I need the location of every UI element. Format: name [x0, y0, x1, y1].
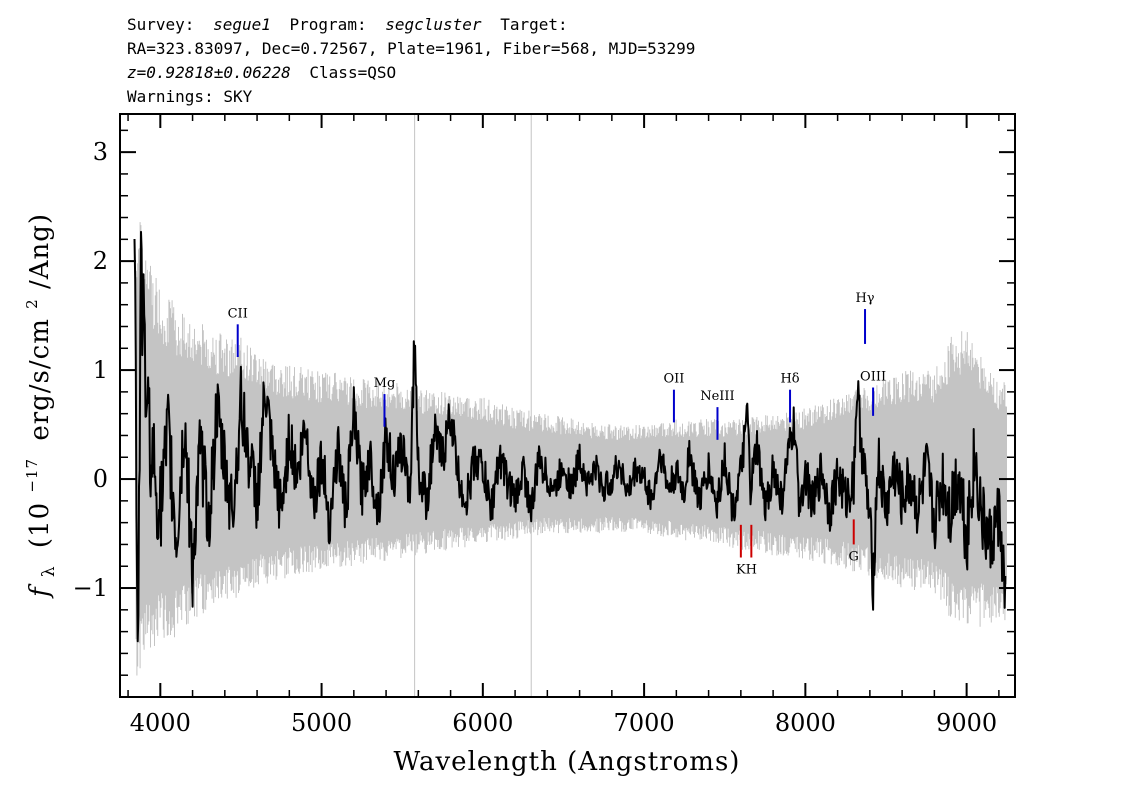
- line-marker-label: G: [849, 549, 859, 564]
- survey-label: Survey:: [127, 15, 194, 34]
- y-axis-exponent: −17: [23, 458, 41, 493]
- y-tick-label: 1: [93, 356, 108, 384]
- line-marker-Mg: Mg: [374, 376, 396, 427]
- plot-area: CII Mg OII NeIII Hδ Hγ OIII K H G: [133, 114, 1007, 697]
- line-marker-label: Hδ: [780, 372, 799, 387]
- y-axis-title: f λ (10 −17 erg/s/cm 2 /Ang): [14, 213, 61, 599]
- x-tick-label: 5000: [291, 709, 352, 737]
- x-tick-label: 8000: [775, 709, 836, 737]
- line-marker-Hγ: Hγ: [855, 291, 875, 344]
- y-tick-label: 2: [93, 247, 108, 275]
- line-marker-label: Hγ: [855, 291, 874, 306]
- error-band: [135, 222, 1007, 676]
- line-marker-K: K: [736, 524, 746, 578]
- line-marker-CII: CII: [228, 306, 248, 358]
- line-marker-OIII: OIII: [860, 370, 886, 416]
- line-marker-label: H: [746, 563, 757, 578]
- line-marker-label: K: [736, 563, 746, 578]
- x-tick-label: 9000: [936, 709, 997, 737]
- y-axis-subscript: λ: [39, 565, 59, 577]
- line-marker-Hδ: Hδ: [780, 372, 800, 423]
- y-axis-units-exp: 2: [23, 298, 41, 309]
- y-tick-label: 0: [93, 465, 108, 493]
- line-marker-NeIII: NeIII: [700, 389, 735, 440]
- axis-tick-labels: 4000 5000 6000 7000 8000 9000 −1 0 1 2 3: [73, 138, 998, 737]
- program-value: segcluster: [385, 15, 482, 34]
- plot-frame: [119, 113, 1016, 698]
- line-marker-label: OII: [663, 372, 684, 387]
- header-line-2: RA=323.83097, Dec=0.72567, Plate=1961, F…: [127, 39, 695, 58]
- x-tick-label: 4000: [130, 709, 191, 737]
- x-tick-label: 6000: [452, 709, 513, 737]
- header-line-1: Survey: segue1 Program: segcluster Targe…: [127, 15, 568, 34]
- line-marker-label: Mg: [374, 376, 396, 391]
- class-value: Class=QSO: [309, 63, 396, 82]
- header-line-4: Warnings: SKY: [127, 87, 253, 106]
- x-axis-title: Wavelength (Angstroms): [394, 747, 741, 777]
- y-axis-symbol: f: [25, 583, 55, 599]
- axis-ticks: [120, 114, 1015, 697]
- line-marker-G: G: [849, 519, 859, 564]
- target-label: Target:: [500, 15, 567, 34]
- x-tick-label: 7000: [614, 709, 675, 737]
- y-axis-open: (10: [25, 502, 55, 548]
- line-marker-label: CII: [228, 306, 248, 321]
- header-line-3: z=0.92818±0.06228 Class=QSO: [127, 63, 396, 82]
- redshift-value: z=0.92818±0.06228: [127, 63, 291, 82]
- error-band-path: [135, 222, 1007, 676]
- survey-value: segue1: [213, 15, 271, 34]
- y-axis-units: erg/s/cm: [25, 318, 55, 441]
- program-label: Program:: [290, 15, 367, 34]
- y-tick-label: −1: [73, 574, 108, 602]
- line-marker-H: H: [746, 524, 757, 578]
- y-axis-close: /Ang): [25, 213, 55, 289]
- flux-series: [133, 230, 1007, 643]
- y-tick-label: 3: [93, 138, 108, 166]
- line-markers: CII Mg OII NeIII Hδ Hγ OIII K H G: [228, 291, 887, 577]
- flux-line: [133, 230, 1007, 643]
- line-marker-label: NeIII: [700, 389, 734, 404]
- line-marker-OII: OII: [663, 372, 684, 423]
- line-marker-label: OIII: [860, 370, 886, 385]
